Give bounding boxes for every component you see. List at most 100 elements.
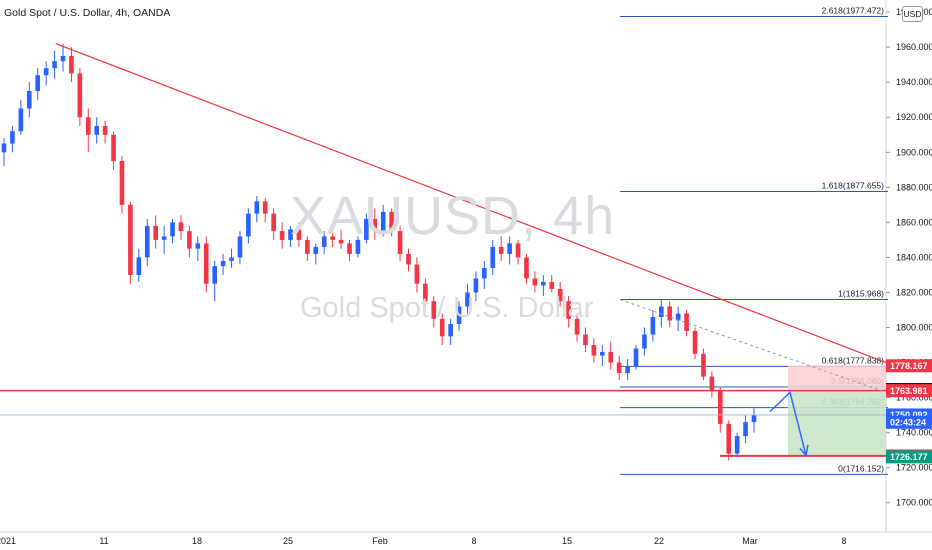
time-tick-label: 25 <box>283 536 293 546</box>
price-tick-label: 1800.000 <box>896 323 932 333</box>
candle-body <box>77 73 83 118</box>
candle-body <box>591 345 597 356</box>
candle-body <box>195 243 201 249</box>
candle-body <box>364 218 369 240</box>
time-tick-label: Feb <box>372 536 388 546</box>
candle-body <box>414 264 420 284</box>
position-zones <box>788 365 886 456</box>
candle-body <box>296 229 302 240</box>
candle-body <box>305 239 310 254</box>
price-tick-label: 1940.000 <box>896 77 932 87</box>
candle-body <box>423 283 428 302</box>
candle-body <box>212 266 217 284</box>
candle-body <box>85 117 91 135</box>
candle-body <box>288 229 293 240</box>
price-tick-label: 1900.000 <box>896 147 932 157</box>
candle-body <box>187 231 192 249</box>
price-tick-label: 1960.000 <box>896 42 932 52</box>
time-tick-label: 22 <box>654 536 664 546</box>
price-tick-label: 1700.000 <box>896 498 932 508</box>
candle-body <box>178 222 184 232</box>
price-tick-label: 1720.000 <box>896 463 932 473</box>
symbol-watermark: XAUUSD, 4h <box>290 186 616 246</box>
candle-body <box>616 362 622 374</box>
chart-title: Gold Spot / U.S. Dollar, 4h, OANDA <box>4 7 171 19</box>
time-tick-label: 8 <box>841 536 846 546</box>
candle-body <box>254 201 260 214</box>
candle-body <box>583 334 588 346</box>
price-tag-label: 1763.981 <box>890 386 928 396</box>
candle-body <box>642 334 647 349</box>
price-tag-bg <box>886 384 932 398</box>
candle-body <box>625 366 630 374</box>
candle-body <box>153 225 159 240</box>
price-tags: 1778.1671764.6391763.9811750.09202:43:24… <box>886 359 932 464</box>
candle-body <box>144 225 150 258</box>
projection-arrow-path <box>769 391 807 456</box>
candle-body <box>102 126 108 135</box>
candle-body <box>482 267 487 279</box>
candle-body <box>26 90 32 109</box>
price-tag-label: 1778.167 <box>890 361 928 371</box>
projection-arrowhead <box>799 444 809 457</box>
candle-body <box>743 422 748 437</box>
candle-body <box>490 246 496 268</box>
candle-body <box>473 278 479 293</box>
candle-body <box>347 243 352 254</box>
candle-body <box>372 218 378 232</box>
candle-body <box>389 211 394 232</box>
candle-body <box>10 131 15 144</box>
candle-body <box>465 292 470 307</box>
candle-body <box>321 236 327 247</box>
price-tick-label: 1860.000 <box>896 217 932 227</box>
candle-body <box>448 324 453 337</box>
price-tick-label: 1840.000 <box>896 252 932 262</box>
candle-body <box>119 161 125 205</box>
candle-body <box>43 68 49 76</box>
time-axis[interactable]: 2021 11 18 25 Feb 8 15 22 Mar 8 <box>0 536 847 546</box>
candle-body <box>726 423 732 454</box>
candle-body <box>111 134 116 162</box>
price-tick-label: 1820.000 <box>896 287 932 297</box>
price-tag-label: 02:43:24 <box>890 418 926 428</box>
candle-body <box>69 55 74 74</box>
descending-trendline <box>55 43 887 364</box>
price-tag-bg <box>886 415 932 429</box>
candle-body <box>52 61 57 69</box>
candle-body <box>94 126 100 135</box>
candle-body <box>128 204 133 275</box>
drawings <box>0 43 887 457</box>
time-tick-label: 2021 <box>0 536 16 546</box>
candle-body <box>1 143 7 153</box>
price-tag-label: 1726.177 <box>890 452 928 462</box>
price-tick-label: 1740.000 <box>896 428 932 438</box>
time-tick-label: 15 <box>562 536 572 546</box>
time-tick-label: Mar <box>742 536 758 546</box>
candle-body <box>751 415 757 423</box>
price-tag-label: 1750.092 <box>890 410 928 420</box>
time-tick-label: 11 <box>99 536 108 546</box>
candle-body <box>524 257 529 279</box>
fib-level-label: 0(1716.152) <box>838 463 884 473</box>
candle-body <box>161 236 167 240</box>
fib-level-label: 1.618(1877.655) <box>822 180 885 190</box>
candle-body <box>237 236 243 258</box>
candle-body <box>717 390 723 424</box>
candle-body <box>313 246 319 254</box>
candle-body <box>498 246 504 254</box>
price-tick-label: 1920.000 <box>896 112 932 122</box>
candle-body <box>557 288 563 302</box>
candle-body <box>599 352 605 356</box>
candle-body <box>709 376 715 391</box>
candle-body <box>658 306 664 317</box>
candle-body <box>380 211 386 232</box>
price-axis[interactable]: 1700.0001720.0001740.0001760.0001780.000… <box>886 7 932 508</box>
currency-button[interactable]: USD <box>902 6 923 22</box>
candle-body <box>541 281 546 286</box>
candle-body <box>532 278 538 286</box>
candle-body <box>229 257 234 261</box>
fib-level-label: 0.618(1777.838) <box>822 355 885 365</box>
candle-body <box>60 55 66 62</box>
candle-body <box>271 213 276 232</box>
